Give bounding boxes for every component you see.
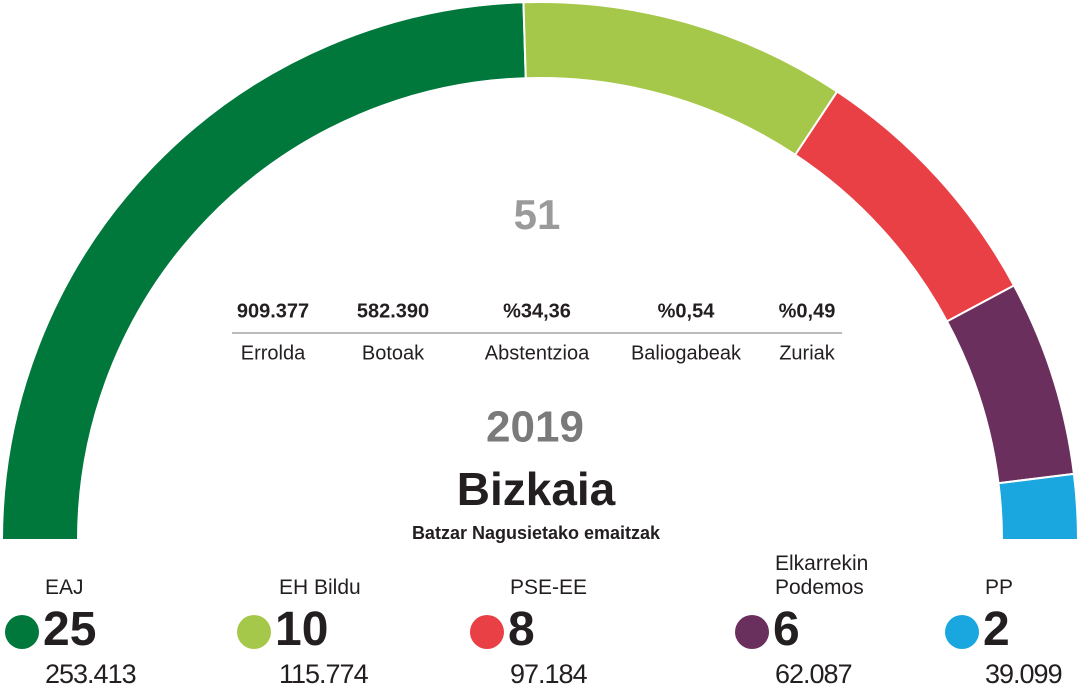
legend-item: PSE-EE 8 97.184 (470, 0, 610, 700)
legend-item: Elkarrekin Podemos 6 62.087 (735, 0, 875, 700)
seat-count: 8 (508, 603, 535, 656)
vote-count: 62.087 (775, 659, 853, 689)
vote-count: 115.774 (279, 659, 369, 689)
stat-name: Zuriak (779, 342, 836, 364)
legend-name: EAJ (45, 576, 84, 599)
total-seats: 51 (514, 191, 561, 238)
legend-dot (470, 615, 504, 649)
legend-item: EH Bildu 10 115.774 (237, 0, 377, 700)
year: 2019 (486, 403, 584, 452)
chart-subtitle: Batzar Nagusietako emaitzak (412, 523, 661, 543)
stat-name: Botoak (362, 342, 425, 364)
stat-value: %0,49 (779, 300, 836, 322)
stat-value: %0,54 (658, 300, 716, 322)
stat-name: Errolda (241, 342, 306, 364)
chart-title: Bizkaia (457, 463, 616, 515)
vote-count: 39.099 (985, 659, 1063, 689)
legend-dot (735, 615, 769, 649)
seat-count: 25 (43, 603, 97, 656)
legend-name: PSE-EE (510, 576, 588, 599)
seat-count: 2 (983, 603, 1010, 656)
legend-item: EAJ 25 253.413 (5, 0, 145, 700)
legend-dot (237, 615, 271, 649)
vote-count: 97.184 (510, 659, 588, 689)
legend-name: EH Bildu (279, 576, 361, 599)
seat-count: 6 (773, 603, 800, 656)
legend-dot (5, 615, 39, 649)
legend-dot (945, 615, 979, 649)
seat-count: 10 (275, 603, 329, 656)
stat-name: Baliogabeak (631, 342, 742, 364)
legend-item: PP 2 39.099 (945, 0, 1080, 700)
seat-segment (997, 472, 1080, 541)
stat-value: 582.390 (357, 300, 429, 322)
vote-count: 253.413 (45, 659, 137, 689)
stat-value: %34,36 (503, 300, 571, 322)
stat-value: 909.377 (237, 300, 309, 322)
legend-name: Elkarrekin Podemos (775, 552, 869, 599)
stat-name: Abstentzioa (485, 342, 590, 364)
legend-name: PP (985, 576, 1014, 599)
